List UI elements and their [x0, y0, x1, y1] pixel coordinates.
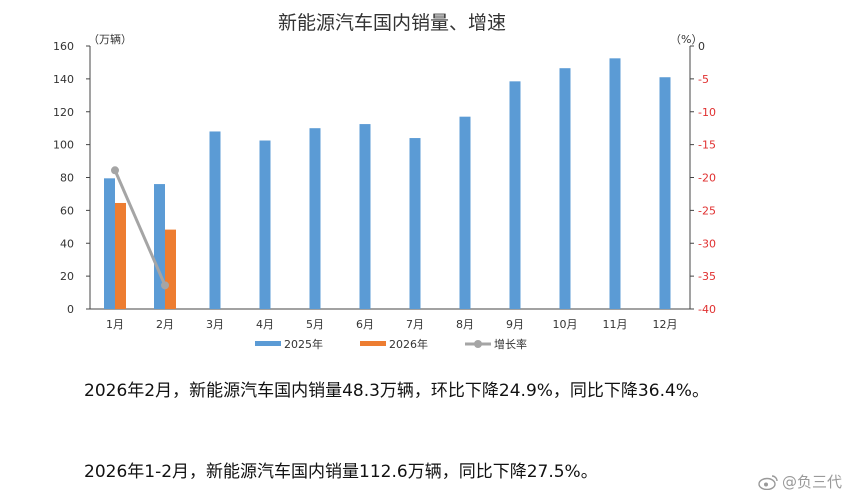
plot-area: 0 20 40 60 80 100 120 140 160 0 -5 -10 -15 -20 -25 -30 -… [53, 40, 716, 331]
left-tick-label: 0 [67, 303, 74, 316]
growth-line [113, 169, 167, 286]
paragraph-cumulative: 2026年1-2月，新能源汽车国内销量112.6万辆，同比下降27.5%。 [84, 462, 598, 482]
right-tick-label: -30 [698, 237, 716, 250]
x-tick-label: 6月 [356, 318, 374, 331]
watermark: @负三代 [758, 471, 842, 492]
bar-2025年 [104, 178, 115, 309]
x-tick-label: 8月 [456, 318, 474, 331]
x-tick-label: 11月 [603, 318, 628, 331]
x-tick-label: 1月 [106, 318, 124, 331]
right-tick-label: -15 [698, 139, 716, 152]
watermark-label: @负三代 [781, 473, 842, 491]
bar-2025年 [309, 128, 321, 309]
right-tick-label: -20 [698, 172, 716, 185]
x-tick-label: 4月 [256, 318, 274, 331]
left-tick-label: 80 [60, 172, 74, 185]
right-tick-label: -35 [698, 270, 716, 283]
legend-swatch [360, 341, 386, 346]
x-tick-label: 9月 [506, 318, 524, 331]
chart-title: 新能源汽车国内销量、增速 [278, 12, 506, 34]
x-tick-label: 3月 [206, 318, 224, 331]
left-tick-label: 60 [60, 204, 74, 217]
bar-2025年 [459, 116, 471, 310]
right-axis-unit: （%） [670, 33, 702, 46]
growth-point [161, 281, 169, 290]
bar-2025年 [259, 140, 271, 309]
sales-growth-chart: 新能源汽车国内销量、增速 （万辆） （%） 0 20 40 60 80 100 120 140… [53, 12, 716, 351]
left-tick-label: 40 [60, 237, 74, 250]
legend-swatch [255, 341, 281, 346]
left-tick-label: 100 [53, 139, 74, 152]
legend-label: 2026年 [389, 337, 428, 351]
left-tick-label: 120 [53, 106, 74, 119]
bar-2026年 [165, 229, 176, 309]
weibo-icon [758, 474, 778, 490]
bar-2025年 [409, 138, 421, 309]
right-tick-label: -40 [698, 303, 716, 316]
legend-label: 增长率 [494, 337, 527, 351]
x-tick-label: 7月 [406, 318, 424, 331]
bar-2026年 [115, 202, 126, 309]
left-tick-label: 140 [53, 73, 74, 86]
paragraph-monthly: 2026年2月，新能源汽车国内销量48.3万辆，环比下降24.9%，同比下降36… [84, 381, 709, 401]
bar-2025年 [609, 58, 621, 309]
right-tick-label: -25 [698, 204, 716, 217]
bar-2025年 [154, 184, 165, 309]
left-tick-label: 20 [60, 270, 74, 283]
bar-2025年 [359, 124, 371, 309]
bar-2025年 [509, 81, 521, 309]
right-tick-label: -10 [698, 106, 716, 119]
right-tick-label: 0 [698, 40, 705, 53]
bar-2025年 [659, 77, 671, 309]
left-axis-unit: （万辆） [88, 32, 132, 46]
bar-2025年 [209, 131, 221, 309]
legend: 2025年 2026年 增长率 [255, 337, 527, 351]
bar-2025年 [559, 68, 571, 309]
right-tick-label: -5 [698, 73, 709, 86]
legend-swatch-marker [474, 340, 482, 348]
x-tick-label: 12月 [653, 318, 678, 331]
x-tick-label: 10月 [553, 318, 578, 331]
x-tick-label: 5月 [306, 318, 324, 331]
legend-label: 2025年 [284, 337, 323, 351]
growth-point [111, 166, 119, 175]
left-tick-label: 160 [53, 40, 74, 53]
x-tick-label: 2月 [156, 318, 174, 331]
